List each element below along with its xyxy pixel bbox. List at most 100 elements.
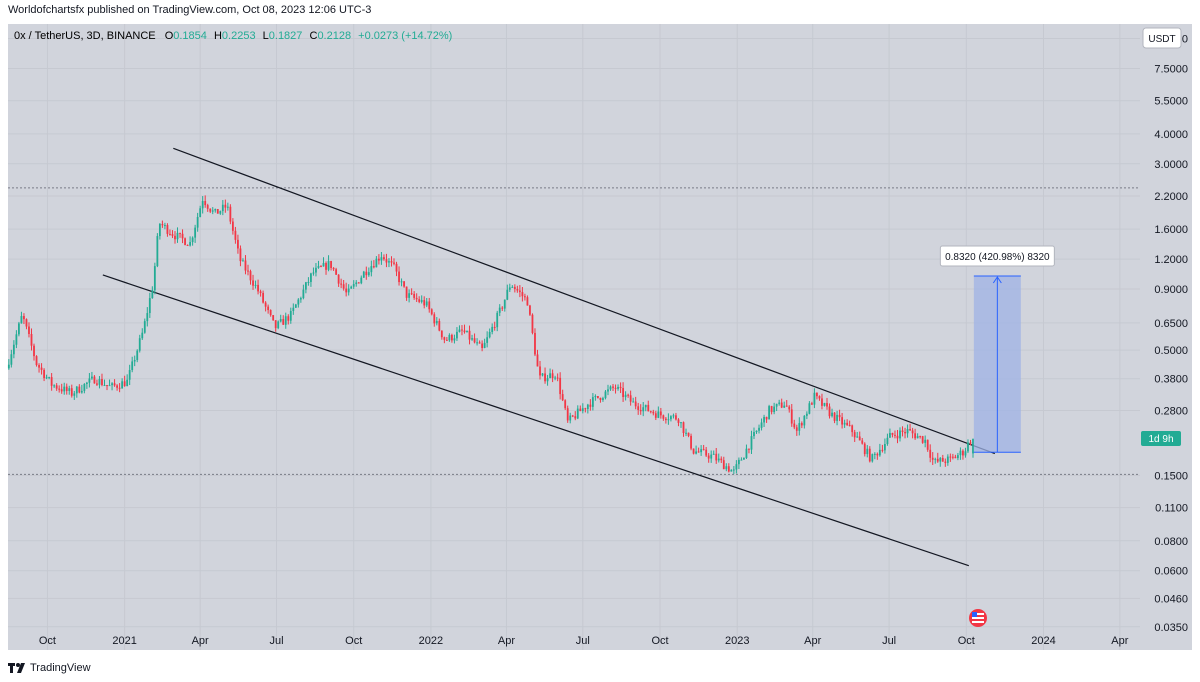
candle-down [413, 293, 416, 298]
measure-label: 0.8320 (420.98%) 8320 [945, 252, 1050, 263]
candle-up [48, 377, 51, 379]
candle-up [242, 260, 244, 262]
candle-up [10, 354, 13, 365]
candle-up [586, 404, 589, 410]
candle-up [294, 304, 297, 308]
candle-down [516, 289, 519, 291]
candle-up [758, 427, 760, 431]
candle-up [899, 430, 901, 439]
candle-up [924, 439, 927, 443]
candle-down [969, 442, 972, 444]
candle-up [20, 316, 23, 324]
candle-down [93, 376, 96, 384]
time-tick-label: Apr [192, 635, 209, 647]
candle-up [607, 389, 609, 392]
candle-down [531, 314, 534, 333]
price-tick-label: 0.5000 [1154, 345, 1188, 357]
candle-up [466, 330, 468, 333]
candle-down [881, 449, 884, 451]
candle-down [702, 449, 705, 451]
candle-up [735, 464, 738, 470]
candle-up [934, 458, 937, 460]
candle-up [609, 386, 612, 390]
candle-up [906, 429, 909, 434]
candle-down [443, 337, 446, 340]
candle-down [697, 451, 700, 453]
candle-down [851, 425, 854, 433]
candle-up [889, 433, 891, 438]
price-tick-label: 0.0600 [1154, 566, 1188, 578]
candle-up [755, 430, 758, 433]
currency-button[interactable]: USDT [1142, 27, 1182, 49]
candle-down [821, 398, 823, 406]
candle-up [279, 319, 282, 322]
flag-icon[interactable] [969, 609, 987, 627]
candle-down [833, 412, 836, 421]
candle-down [481, 343, 484, 348]
candle-down [342, 284, 345, 289]
candle-down [461, 329, 463, 331]
candle-up [700, 449, 703, 453]
candle-down [770, 406, 773, 413]
candle-up [327, 261, 330, 270]
candle-down [559, 377, 562, 395]
publish-info: Worldofchartsfx published on TradingView… [8, 4, 372, 16]
time-axis[interactable]: Oct 2021 Apr Jul Oct 2022 Apr Jul Oct 2023 Apr Jul O… [39, 635, 1129, 647]
footer-brand[interactable]: TradingView [8, 660, 91, 676]
tradingview-logo-text: TradingView [30, 662, 91, 674]
candle-down [929, 449, 932, 458]
candle-up [302, 289, 305, 299]
candle-down [909, 429, 911, 431]
candle-up [946, 456, 949, 463]
open-label: O [165, 30, 174, 42]
time-tick-label: Oct [345, 635, 362, 647]
candle-down [345, 288, 348, 293]
price-tick-label: 5.5000 [1154, 96, 1188, 108]
time-tick-label: Oct [39, 635, 56, 647]
candle-up [196, 217, 199, 228]
candle-down [780, 402, 783, 408]
candle-down [526, 297, 529, 306]
candle-down [123, 381, 126, 387]
candle-down [715, 453, 718, 461]
candle-up [292, 307, 295, 311]
candle-down [790, 409, 793, 424]
candle-down [951, 456, 954, 458]
candle-up [642, 407, 645, 412]
candle-up [511, 286, 514, 288]
high-label: H [214, 30, 222, 42]
candle-up [53, 385, 56, 387]
candle-up [12, 344, 15, 355]
price-range-measure[interactable]: 0.8320 (420.98%) 8320 [939, 245, 1055, 453]
candle-down [941, 457, 944, 462]
candle-down [853, 432, 856, 438]
candle-up [146, 313, 149, 322]
candle-up [486, 337, 489, 343]
candle-down [287, 316, 290, 321]
candle-down [818, 396, 821, 399]
candle-up [88, 378, 91, 383]
candle-up [148, 298, 151, 314]
candle-down [332, 267, 335, 270]
candle-up [725, 466, 728, 470]
candle-up [350, 286, 353, 289]
candle-down [209, 208, 212, 212]
price-countdown: 1d 9h [1148, 434, 1173, 445]
price-axis[interactable]: 10.00007.50005.50004.00003.00002.20001.6… [1148, 34, 1188, 634]
candle-down [169, 233, 171, 235]
candle-up [310, 273, 312, 282]
candle-down [561, 394, 564, 401]
candle-down [252, 280, 254, 286]
candle-up [805, 413, 808, 416]
candle-down [841, 417, 844, 425]
candle-down [282, 319, 285, 325]
candle-down [174, 235, 176, 240]
price-tick-label: 0.2800 [1154, 405, 1188, 417]
candle-down [101, 379, 103, 386]
candle-up [569, 415, 572, 421]
candle-down [795, 427, 798, 431]
candle-up [128, 370, 131, 380]
candle-down [493, 326, 496, 328]
candle-up [581, 408, 584, 412]
